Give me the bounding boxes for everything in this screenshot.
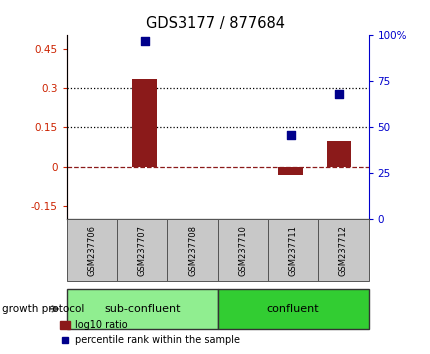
Text: GSM237712: GSM237712	[338, 225, 347, 276]
Bar	[278, 167, 302, 175]
Point	[286, 132, 293, 138]
Bar	[326, 141, 350, 167]
Point	[141, 38, 148, 44]
Text: GSM237711: GSM237711	[288, 225, 297, 276]
Text: GDS3177 / 877684: GDS3177 / 877684	[146, 16, 284, 31]
Text: GSM237708: GSM237708	[187, 225, 197, 276]
Text: confluent: confluent	[266, 304, 319, 314]
Text: GSM237707: GSM237707	[138, 225, 146, 276]
Bar	[132, 79, 157, 167]
Legend: log10 ratio, percentile rank within the sample: log10 ratio, percentile rank within the …	[56, 316, 243, 349]
Point	[335, 91, 342, 97]
Text: GSM237706: GSM237706	[87, 225, 96, 276]
Text: GSM237710: GSM237710	[238, 225, 247, 276]
Text: sub-confluent: sub-confluent	[104, 304, 180, 314]
Text: growth protocol: growth protocol	[2, 304, 84, 314]
